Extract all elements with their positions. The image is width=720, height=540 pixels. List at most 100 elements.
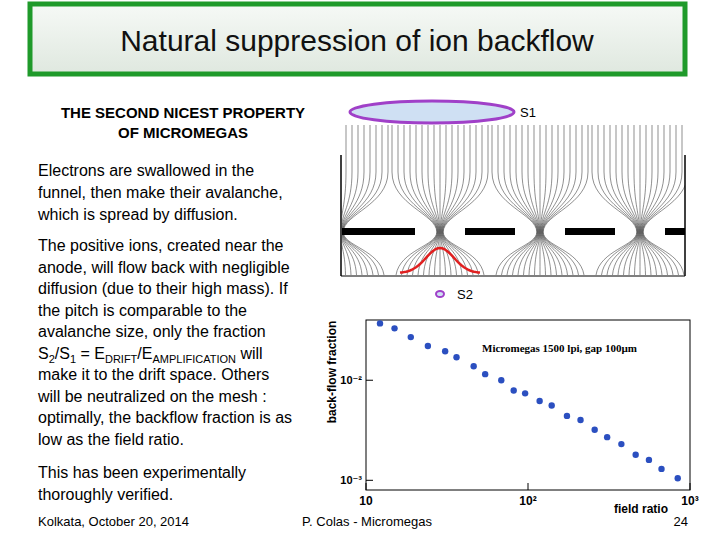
- field-line: [642, 125, 676, 275]
- text-segment: low as the field ratio.: [38, 431, 184, 448]
- field-line: [640, 125, 641, 275]
- x-tick-label: 10: [359, 494, 373, 508]
- data-point: [425, 343, 431, 349]
- page-number: 24: [674, 514, 688, 529]
- paragraph-line: thoroughly verified.: [38, 486, 173, 503]
- slide-title: Natural suppression of ion backflow: [120, 24, 594, 57]
- y-tick-label: 10⁻³: [340, 474, 362, 486]
- x-axis-title: field ratio: [614, 502, 668, 516]
- data-point: [548, 402, 554, 408]
- subscript: DRIFT: [105, 353, 138, 365]
- paragraph-line: S2/S1 = EDRIFT/EAMPLIFICATION will: [38, 345, 263, 365]
- data-point: [658, 466, 664, 472]
- text-segment: /E: [137, 345, 152, 362]
- field-line: [542, 125, 576, 275]
- field-line: [640, 125, 646, 275]
- text-segment: which is spread by diffusion.: [37, 206, 238, 223]
- data-point: [377, 320, 383, 326]
- field-line: [342, 125, 346, 275]
- s1-ellipse: [350, 101, 514, 123]
- data-point: [646, 457, 652, 463]
- text-segment: diffusion (due to their high mass). If: [38, 280, 288, 297]
- plot-area: [377, 320, 681, 481]
- field-line: [342, 125, 364, 275]
- y-tick: [366, 380, 373, 381]
- text-segment: = E: [76, 345, 105, 362]
- field-line: [442, 125, 464, 275]
- mesh-bar: [342, 228, 415, 235]
- diagram-edge: [340, 155, 342, 276]
- anode: [341, 276, 685, 277]
- paragraph-line: Electrons are swallowed in the: [38, 162, 254, 179]
- text-segment: optimally, the backflow fraction is as: [38, 409, 292, 426]
- field-line: [543, 125, 582, 275]
- legend-entry: Micromegas 1500 lpi, gap 100µm: [482, 342, 637, 354]
- data-point: [482, 371, 488, 377]
- data-point: [536, 398, 542, 404]
- data-point: [408, 334, 414, 340]
- paragraph-line: funnel, then make their avalanche,: [38, 184, 283, 201]
- paragraph-line: avalanche size, only the fraction: [38, 323, 266, 340]
- field-line: [522, 125, 539, 275]
- field-line: [628, 125, 639, 275]
- paragraph-line: anode, will flow back with negligible: [38, 259, 290, 276]
- avalanche-profile: [400, 248, 480, 273]
- field-line: [534, 125, 540, 275]
- field-line: [616, 125, 638, 275]
- data-point: [675, 475, 681, 481]
- field-line: [440, 125, 446, 275]
- title-banner: [30, 4, 685, 74]
- data-point: [632, 452, 638, 458]
- field-line: [622, 125, 639, 275]
- data-point: [470, 363, 476, 369]
- field-line: [528, 125, 539, 275]
- text-segment: will be neutralized on the mesh :: [37, 388, 267, 405]
- mesh-bar: [665, 228, 685, 235]
- footer-center: P. Colas - Micromegas: [302, 514, 432, 529]
- paragraph-line: optimally, the backflow fraction is as: [38, 409, 292, 426]
- data-point: [522, 390, 528, 396]
- data-point: [391, 325, 397, 331]
- text-segment: Electrons are swallowed in the: [38, 162, 254, 179]
- field-line: [634, 125, 640, 275]
- text-segment: This has been experimentally: [38, 464, 246, 481]
- field-line: [540, 125, 546, 275]
- plot-frame: [366, 320, 690, 490]
- paragraph-line: the pitch is comparable to the: [38, 302, 247, 319]
- data-point: [604, 434, 610, 440]
- field-line: [440, 125, 441, 275]
- field-line: [643, 125, 685, 275]
- paragraph-line: This has been experimentally: [38, 464, 246, 481]
- heading: THE SECOND NICEST PROPERTY: [61, 104, 305, 121]
- text-segment: anode, will flow back with negligible: [38, 259, 290, 276]
- paragraph-line: which is spread by diffusion.: [37, 206, 238, 223]
- field-lines: [342, 125, 685, 275]
- data-point: [564, 413, 570, 419]
- heading: OF MICROMEGAS: [118, 124, 248, 141]
- s2-ellipse: [436, 291, 444, 297]
- data-point: [453, 354, 459, 360]
- field-line: [434, 125, 440, 275]
- field-line: [541, 125, 558, 275]
- text-segment: S: [38, 345, 49, 362]
- field-line: [342, 125, 376, 275]
- field-line: [543, 125, 588, 275]
- subscript: AMPLIFICATION: [152, 353, 236, 365]
- paragraph-line: The positive ions, created near the: [38, 237, 284, 254]
- x-tick: [690, 483, 691, 490]
- footer-left: Kolkata, October 20, 2014: [38, 514, 189, 529]
- s1-label: S1: [520, 105, 536, 120]
- field-line: [343, 125, 388, 275]
- field-line: [542, 125, 564, 275]
- field-line: [516, 125, 538, 275]
- field-line: [540, 125, 541, 275]
- text-segment: the pitch is comparable to the: [38, 302, 247, 319]
- text-segment: funnel, then make their avalanche,: [38, 184, 283, 201]
- y-tick: [366, 480, 373, 481]
- data-point: [618, 441, 624, 447]
- field-line: [604, 125, 638, 275]
- paragraph-line: diffusion (due to their high mass). If: [38, 280, 288, 297]
- data-point: [577, 417, 583, 423]
- data-point: [510, 387, 516, 393]
- text-segment: make it to the drift space. Others: [38, 366, 269, 383]
